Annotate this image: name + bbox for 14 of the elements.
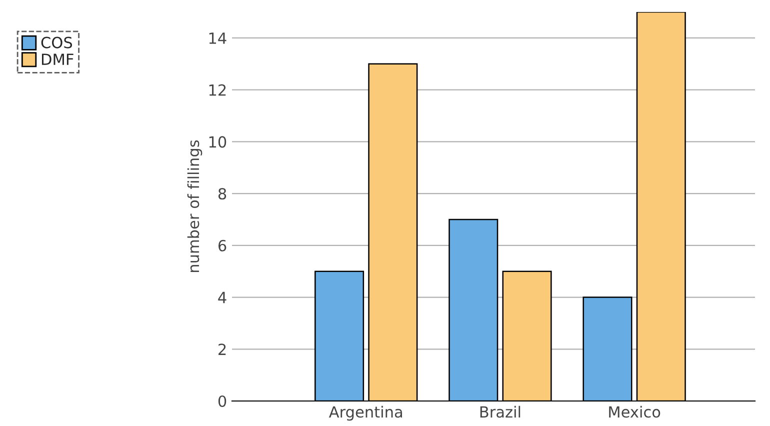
y-tick-label: 0	[218, 395, 226, 408]
y-tick-label: 2	[218, 344, 226, 355]
y-tick-label: 4	[218, 292, 226, 304]
x-tick-label: Brazil	[480, 406, 520, 418]
y-tick-label: 8	[218, 188, 226, 200]
legend-label: COS	[41, 36, 72, 48]
x-tick-label: Mexico	[609, 406, 660, 418]
legend-label: DMF	[42, 54, 74, 65]
y-tick-label: 10	[209, 136, 226, 148]
y-axis-title: number of fillings	[187, 140, 202, 272]
y-tick-label: 12	[209, 84, 226, 96]
y-tick-label: 6	[218, 240, 226, 252]
x-tick-label: Argentina	[328, 406, 402, 421]
y-tick-label: 14	[209, 32, 226, 44]
